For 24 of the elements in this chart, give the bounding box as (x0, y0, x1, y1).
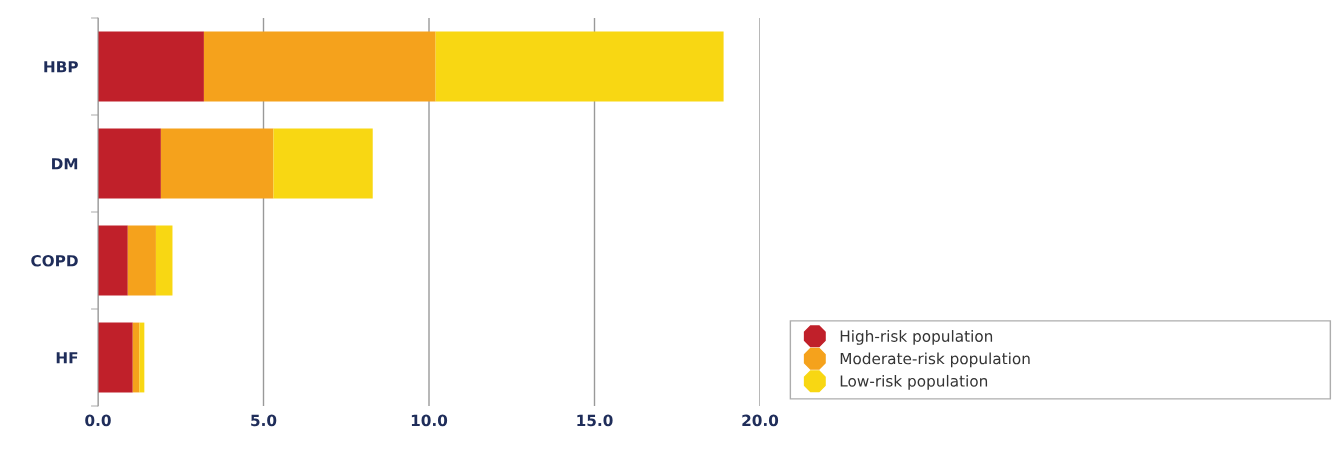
legend-label: Low-risk population (840, 374, 988, 390)
x-tick-label: 0.0 (85, 414, 111, 427)
bar (127, 225, 156, 296)
bar (98, 128, 161, 199)
x-tick-label: 15.0 (577, 414, 613, 427)
bar (155, 225, 173, 296)
bar (132, 322, 140, 393)
y-tick-label: HBP (44, 61, 78, 73)
bar (139, 322, 145, 393)
x-tick-label: 5.0 (251, 414, 277, 427)
y-tick-label: DM (52, 158, 78, 170)
y-tick-label: HF (56, 352, 78, 364)
bar (160, 128, 274, 199)
bar (98, 225, 128, 296)
x-tick-label: 10.0 (411, 414, 448, 427)
y-tick-label: COPD (31, 254, 78, 267)
bar (98, 31, 204, 102)
bar (203, 31, 436, 102)
x-tick-label: 20.0 (742, 414, 779, 427)
legend-label: High-risk population (840, 330, 993, 345)
bar (435, 31, 724, 102)
bar (273, 128, 373, 199)
bar (98, 322, 133, 393)
legend-label: Moderate-risk population (840, 352, 1030, 368)
